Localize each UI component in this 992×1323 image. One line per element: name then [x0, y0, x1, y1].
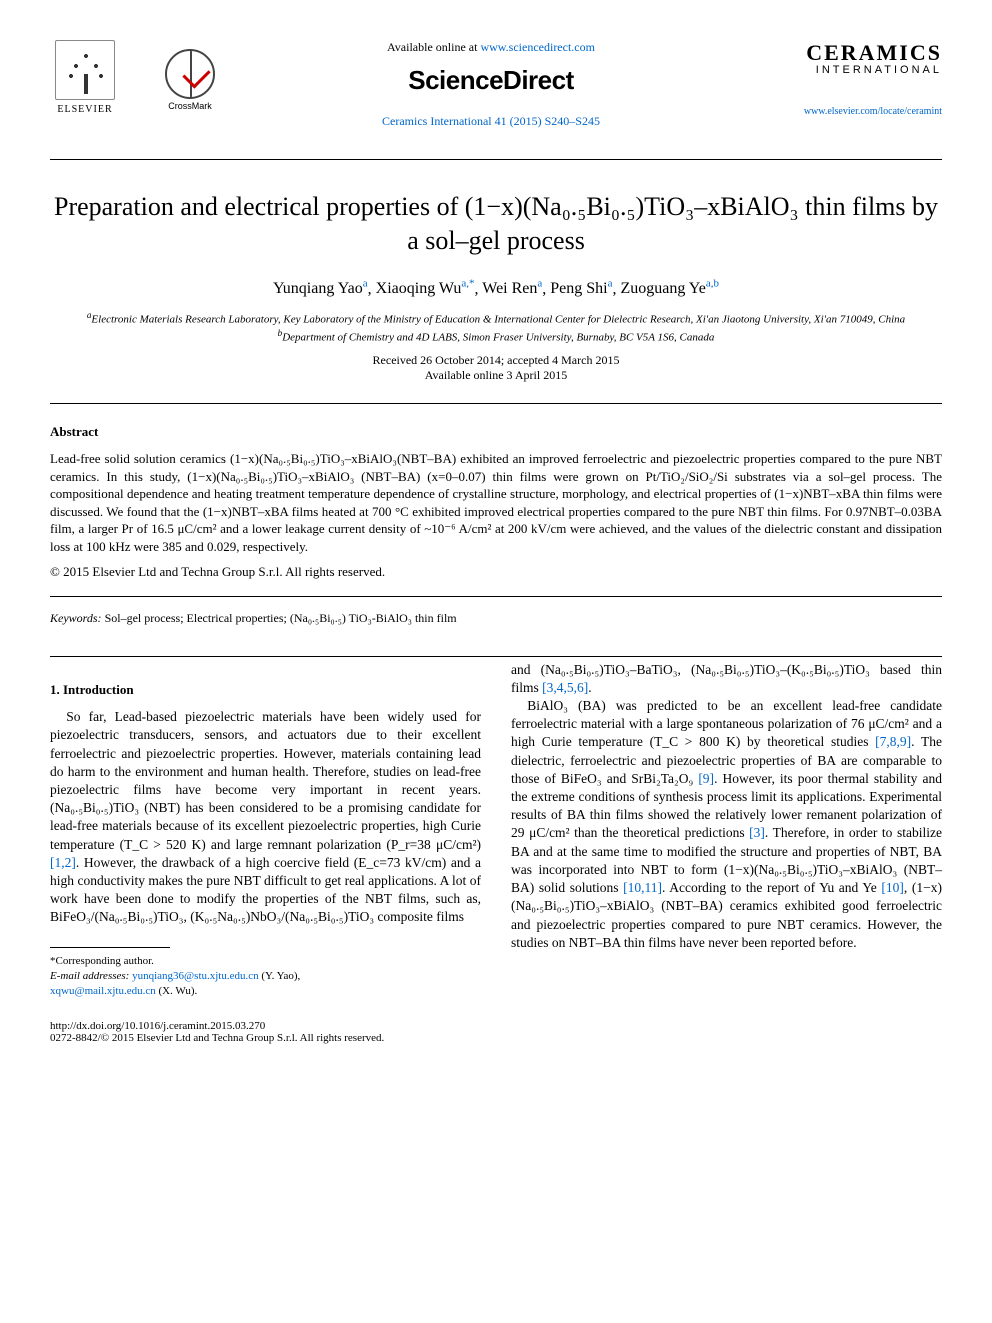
affiliation-a: aElectronic Materials Research Laborator… — [50, 310, 942, 326]
header-left: ELSEVIER CrossMark — [50, 40, 220, 120]
keywords-rule-bottom — [50, 656, 942, 657]
keywords-rule-top — [50, 596, 942, 597]
citation[interactable]: [3,4,5,6] — [542, 680, 588, 695]
keywords: Keywords: Sol–gel process; Electrical pr… — [50, 611, 942, 626]
available-online: Available online at www.sciencedirect.co… — [220, 40, 762, 55]
ceramics-intl: INTERNATIONAL — [762, 64, 942, 76]
sciencedirect-url[interactable]: www.sciencedirect.com — [480, 40, 595, 54]
citation[interactable]: [1,2] — [50, 855, 76, 870]
intro-heading: 1. Introduction — [50, 681, 481, 699]
footnote-separator — [50, 947, 170, 948]
body-columns: 1. Introduction So far, Lead-based piezo… — [50, 661, 942, 1000]
email-addresses: E-mail addresses: yunqiang36@stu.xjtu.ed… — [50, 969, 481, 1000]
intro-para-cont: and (Na₀.₅Bi₀.₅)TiO₃–BaTiO₃, (Na₀.₅Bi₀.₅… — [511, 661, 942, 697]
citation[interactable]: [7,8,9] — [875, 734, 911, 749]
abstract-body: Lead-free solid solution ceramics (1−x)(… — [50, 450, 942, 555]
corresponding-author: *Corresponding author. — [50, 954, 481, 969]
doi-url[interactable]: http://dx.doi.org/10.1016/j.ceramint.201… — [50, 1020, 942, 1032]
author: Yunqiang Yaoa — [273, 280, 368, 297]
intro-para-2: BiAlO₃ (BA) was predicted to be an excel… — [511, 697, 942, 952]
header-rule — [50, 159, 942, 160]
citation[interactable]: [10,11] — [623, 880, 662, 895]
crossmark-badge[interactable]: CrossMark — [160, 49, 220, 111]
ceramics-url[interactable]: www.elsevier.com/locate/ceramint — [762, 106, 942, 117]
author: Peng Shia — [550, 280, 612, 297]
elsevier-label: ELSEVIER — [57, 104, 112, 115]
author: Xiaoqing Wua,* — [376, 280, 475, 297]
column-left: 1. Introduction So far, Lead-based piezo… — [50, 661, 481, 1000]
sciencedirect-logo: ScienceDirect — [220, 65, 762, 96]
journal-reference[interactable]: Ceramics International 41 (2015) S240–S2… — [220, 114, 762, 129]
header-center: Available online at www.sciencedirect.co… — [220, 40, 762, 129]
ceramics-logo: CERAMICS — [762, 40, 942, 66]
author-list: Yunqiang Yaoa, Xiaoqing Wua,*, Wei Rena,… — [50, 278, 942, 298]
received-accepted: Received 26 October 2014; accepted 4 Mar… — [50, 353, 942, 368]
elsevier-logo[interactable]: ELSEVIER — [50, 40, 120, 120]
affiliation-b: bDepartment of Chemistry and 4D LABS, Si… — [50, 328, 942, 344]
elsevier-tree-icon — [55, 40, 115, 100]
email-link[interactable]: xqwu@mail.xjtu.edu.cn — [50, 985, 156, 997]
available-prefix: Available online at — [387, 40, 480, 54]
article-title: Preparation and electrical properties of… — [50, 190, 942, 258]
column-right: and (Na₀.₅Bi₀.₅)TiO₃–BaTiO₃, (Na₀.₅Bi₀.₅… — [511, 661, 942, 1000]
page-header: ELSEVIER CrossMark Available online at w… — [50, 40, 942, 129]
header-right: CERAMICS INTERNATIONAL www.elsevier.com/… — [762, 40, 942, 117]
crossmark-icon — [165, 49, 215, 99]
abstract-copyright: © 2015 Elsevier Ltd and Techna Group S.r… — [50, 564, 942, 580]
article-dates: Received 26 October 2014; accepted 4 Mar… — [50, 353, 942, 383]
author: Zuoguang Yea,b — [621, 280, 719, 297]
crossmark-label: CrossMark — [160, 101, 220, 111]
citation[interactable]: [9] — [698, 771, 714, 786]
citation[interactable]: [10] — [881, 880, 904, 895]
email-link[interactable]: yunqiang36@stu.xjtu.edu.cn — [132, 970, 259, 982]
issn-copyright: 0272-8842/© 2015 Elsevier Ltd and Techna… — [50, 1032, 942, 1044]
keywords-text: Sol–gel process; Electrical properties; … — [102, 611, 457, 625]
doi-block: http://dx.doi.org/10.1016/j.ceramint.201… — [50, 1020, 942, 1044]
available-online-date: Available online 3 April 2015 — [50, 368, 942, 383]
intro-para-1: So far, Lead-based piezoelectric materia… — [50, 708, 481, 927]
keywords-label: Keywords: — [50, 611, 102, 625]
abstract-rule-top — [50, 403, 942, 404]
abstract-heading: Abstract — [50, 424, 942, 440]
author: Wei Rena — [482, 280, 542, 297]
citation[interactable]: [3] — [749, 825, 765, 840]
